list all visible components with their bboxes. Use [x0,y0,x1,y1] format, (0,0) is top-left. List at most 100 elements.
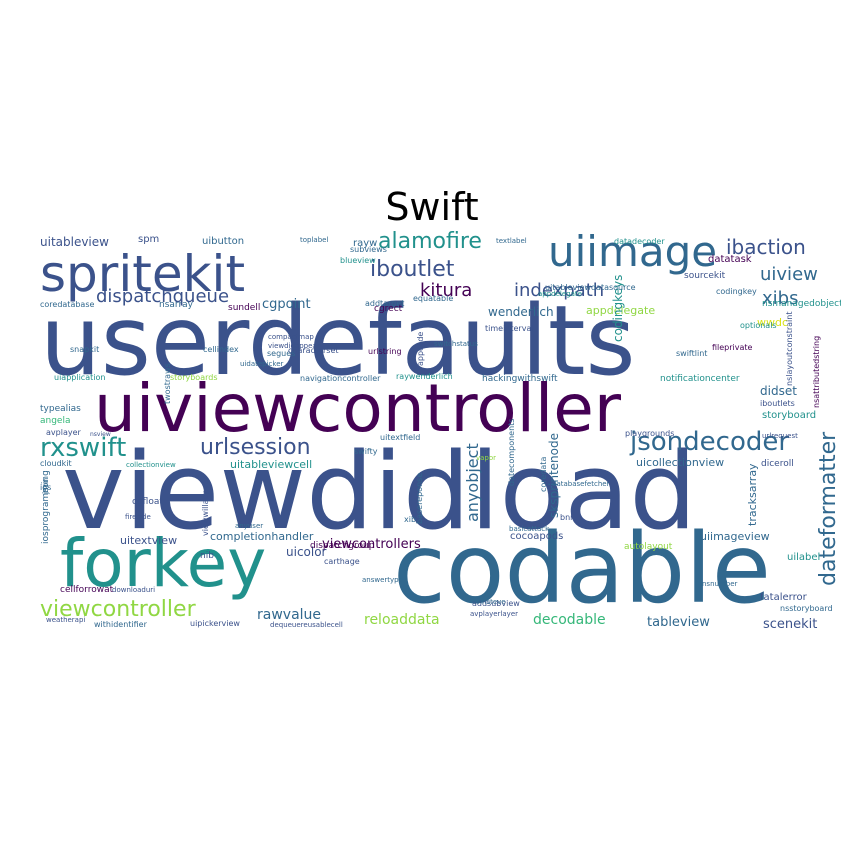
word: spritekit [40,245,245,303]
word: json [41,478,50,495]
word: uiimageview [700,530,770,543]
word: uilabel [787,552,820,563]
word: cellforrowat [60,585,114,595]
word: optionals [740,321,777,330]
word: timeinterval [485,324,534,333]
word: switchstatus [434,340,478,348]
word: completionhandler [210,530,314,543]
word: basereponse [415,473,424,524]
word: storyboards [170,373,218,382]
word: nib [200,551,214,561]
word: cgfloat [132,497,163,507]
word-cloud: userdefaults viewdidload codable uiviewc… [40,226,841,631]
word: uitableview [40,235,109,249]
word: appcode [416,332,425,366]
word: didset [760,384,797,398]
word: iboutlet [370,257,455,282]
word: spm [138,234,159,245]
word: cloudkit [40,459,72,468]
word: uiviewcontroller [94,370,622,447]
word: sundell [228,303,260,313]
word: jsondecoder [629,427,789,457]
word: nsnumber [702,580,738,588]
word: scenekit [763,617,817,631]
word: uitextview [120,534,177,547]
word: appdelegate [538,290,582,298]
word: uidatepicker [240,360,284,368]
word-cloud-title: Swift [385,185,479,229]
word: subviews [350,245,387,254]
word: uitableviewcell [230,458,312,471]
word: tableview [647,615,710,630]
word: answertype [362,576,403,584]
word: dispatchgroup [310,541,375,551]
word: compactmap [268,333,314,341]
word: nsarray [159,300,194,310]
word: avplayerlayer [470,610,518,618]
word: playgrounds [625,429,674,438]
word: fatalerror [760,592,808,603]
word: avplayer [46,428,81,437]
word: ios [40,483,51,492]
word: indexpath [514,280,604,301]
word: swifty [354,447,378,456]
word: addtarget [365,299,404,308]
word: userdefaults [40,285,636,397]
word: uipickerview [190,619,240,628]
word: urlstring [368,347,402,356]
word: datadecoder [614,237,665,246]
word: nsstoryboard [780,604,833,613]
word: autolayout [624,542,673,552]
word: typealias [40,404,81,414]
word: equatable [413,294,453,303]
word: diceroll [761,459,794,469]
word: uitextfield [380,433,420,442]
word: storyboard [762,410,816,421]
word: notificationcenter [660,374,740,384]
word: nsview [90,431,111,438]
word: viewdidload [62,430,697,553]
word: cocoapods [510,531,563,542]
word: dequeuereusablecell [270,621,343,629]
word: datecomponents [507,419,516,486]
word: rxswift [40,433,126,463]
word: ivinsteve [474,598,506,606]
word: nsmanagedobject [762,299,841,309]
word: ibaction [726,235,806,259]
word: xib [404,515,416,524]
word: raywenderlich [396,372,453,381]
word: cellindex [203,345,239,354]
word: reloaddata [364,612,440,628]
word: wenderlich [488,305,554,319]
word: kitura [420,280,472,301]
word: codable [393,513,771,625]
word: bnr [560,513,574,522]
word: uicolor [286,545,327,559]
word: uibutton [202,236,244,247]
word: databasefetcher [552,480,610,488]
word: datatask [708,254,752,265]
word: blueview [340,256,376,265]
word: xibs [762,288,798,309]
word: swiftlint [676,349,707,358]
word: rayw [353,238,377,249]
word: sourcekit [684,271,726,281]
word: viewcontroller [40,597,197,622]
word: characterset [288,346,339,355]
word: nslayoutconstraint [785,312,794,387]
word: basicattack [509,525,550,533]
word: collectionview [126,461,176,469]
word: decodable [533,612,606,628]
word: toplabel [300,236,328,244]
word: codingkeys [611,275,625,342]
word: uitableviewdatasource [545,283,636,292]
word: angela [40,416,71,426]
word: iboutlets [760,399,795,408]
word: viewdidappear [268,342,320,350]
word: sksprintenode [547,433,561,518]
word: twostraws [163,363,172,404]
word: textlabel [496,237,527,245]
word: urlsession [200,435,311,460]
word: dateformatter [816,431,841,586]
word: cgpoint [262,297,311,312]
